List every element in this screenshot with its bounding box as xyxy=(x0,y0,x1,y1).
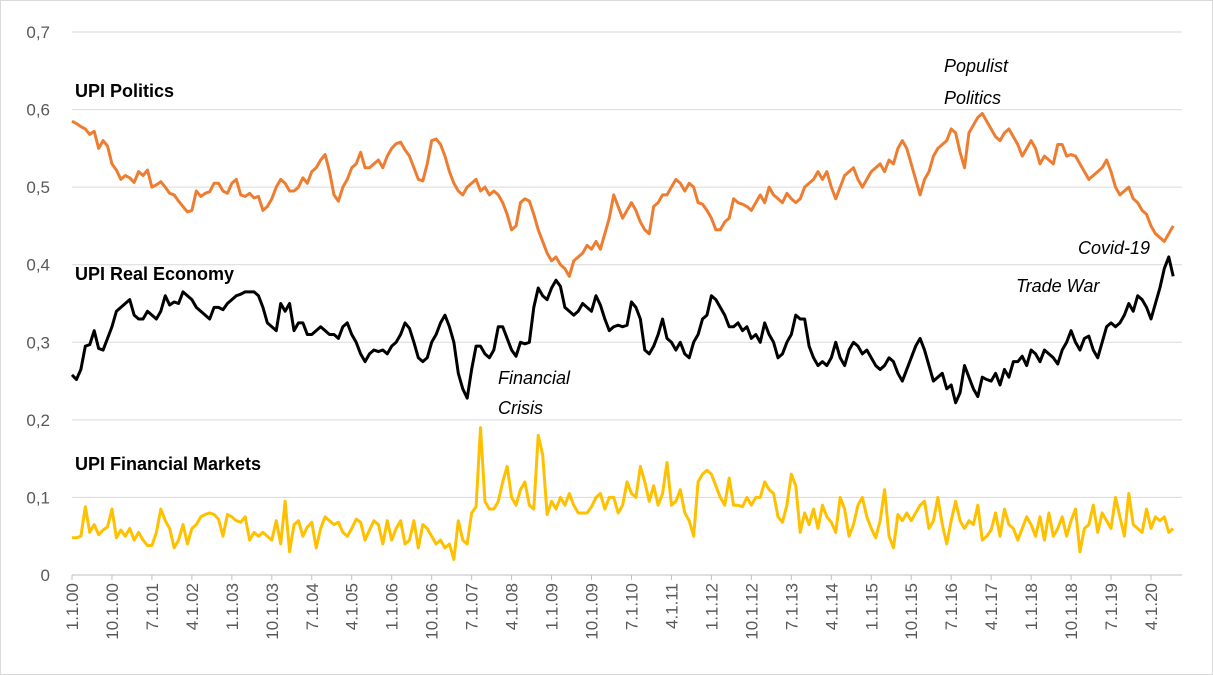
x-tick-label: 4.1.17 xyxy=(982,583,1001,630)
plot xyxy=(70,111,1175,561)
annotation: Trade War xyxy=(1016,276,1100,296)
x-tick-label: 10.1.06 xyxy=(423,583,442,640)
y-tick-label: 0,4 xyxy=(26,256,50,275)
series-label: UPI Real Economy xyxy=(75,264,234,284)
series-label: UPI Financial Markets xyxy=(75,454,261,474)
y-tick-label: 0,5 xyxy=(26,178,50,197)
x-tick-label: 4.1.20 xyxy=(1142,583,1161,630)
x-tick-label: 4.1.02 xyxy=(183,583,202,630)
series-line xyxy=(70,255,1175,405)
x-tick-label: 1.1.00 xyxy=(63,583,82,630)
y-tick-label: 0,3 xyxy=(26,333,50,352)
series-label: UPI Politics xyxy=(75,81,174,101)
x-tick-label: 1.1.06 xyxy=(383,583,402,630)
annotation: Crisis xyxy=(498,398,543,418)
x-tick-label: 10.1.18 xyxy=(1062,583,1081,640)
y-tick-label: 0 xyxy=(41,566,50,585)
x-tick-label: 10.1.03 xyxy=(263,583,282,640)
annotation: Covid-19 xyxy=(1078,238,1150,258)
x-tick-label: 7.1.19 xyxy=(1102,583,1121,630)
annotation: Populist xyxy=(944,56,1009,76)
x-tick-label: 4.1.08 xyxy=(503,583,522,630)
series-line xyxy=(71,111,1175,278)
annotation: Politics xyxy=(944,88,1001,108)
x-tick-label: 7.1.16 xyxy=(942,583,961,630)
x-tick-label: 7.1.10 xyxy=(622,583,641,630)
x-tick-label: 1.1.03 xyxy=(223,583,242,630)
x-tick-label: 4.1.14 xyxy=(822,583,841,630)
x-tick-label: 10.1.00 xyxy=(103,583,122,640)
x-tick-label: 7.1.01 xyxy=(143,583,162,630)
x-tick-label: 7.1.07 xyxy=(463,583,482,630)
x-tick-label: 10.1.09 xyxy=(583,583,602,640)
y-tick-label: 0,7 xyxy=(26,23,50,42)
x-tick-label: 1.1.12 xyxy=(702,583,721,630)
annotation: Financial xyxy=(498,368,571,388)
series-line xyxy=(72,426,1175,561)
x-tick-label: 1.1.09 xyxy=(543,583,562,630)
grid: 0 0,1 0,2 0,3 0,4 0,5 0,6 0,7 1.1.00 10.1.00 7.1.0… xyxy=(26,23,1182,640)
x-tick-label: 1.1.18 xyxy=(1022,583,1041,630)
y-tick-label: 0,1 xyxy=(26,488,50,507)
x-tick-label: 1.1.15 xyxy=(862,583,881,630)
y-tick-label: 0,2 xyxy=(26,411,50,430)
x-tick-label: 7.1.13 xyxy=(782,583,801,630)
x-tick-label: 10.1.12 xyxy=(742,583,761,640)
x-tick-label: 7.1.04 xyxy=(303,583,322,630)
y-tick-label: 0,6 xyxy=(26,101,50,120)
x-tick-label: 4.1.11 xyxy=(662,583,681,629)
x-tick-label: 10.1.15 xyxy=(902,583,921,640)
x-tick-label: 4.1.05 xyxy=(343,583,362,630)
